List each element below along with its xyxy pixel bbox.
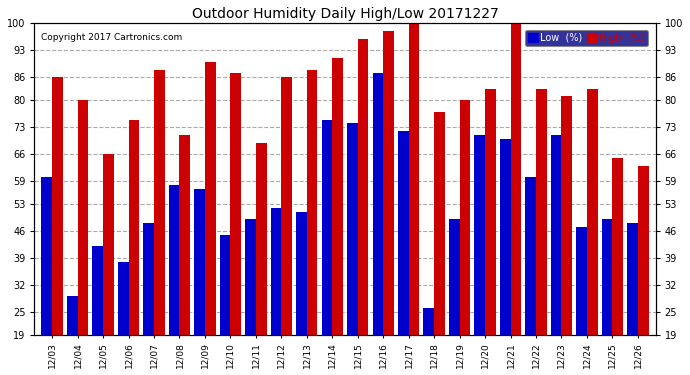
Bar — [536, 89, 546, 375]
Bar — [398, 131, 408, 375]
Bar — [347, 123, 357, 375]
Legend: Low  (%), High  (%): Low (%), High (%) — [525, 30, 648, 46]
Bar — [195, 189, 205, 375]
Bar — [638, 166, 649, 375]
Bar — [474, 135, 485, 375]
Bar — [357, 39, 368, 375]
Bar — [333, 58, 343, 375]
Bar — [230, 74, 241, 375]
Bar — [296, 211, 307, 375]
Bar — [511, 24, 521, 375]
Bar — [52, 77, 63, 375]
Bar — [118, 262, 128, 375]
Bar — [434, 112, 445, 375]
Bar — [562, 96, 572, 375]
Bar — [307, 70, 317, 375]
Title: Outdoor Humidity Daily High/Low 20171227: Outdoor Humidity Daily High/Low 20171227 — [192, 7, 498, 21]
Bar — [67, 296, 78, 375]
Bar — [408, 24, 420, 375]
Bar — [41, 177, 52, 375]
Bar — [627, 223, 638, 375]
Bar — [500, 139, 511, 375]
Bar — [282, 77, 292, 375]
Bar — [92, 246, 103, 375]
Bar — [587, 89, 598, 375]
Bar — [128, 120, 139, 375]
Bar — [576, 227, 587, 375]
Bar — [256, 142, 266, 375]
Text: Copyright 2017 Cartronics.com: Copyright 2017 Cartronics.com — [41, 33, 181, 42]
Bar — [322, 120, 333, 375]
Bar — [612, 158, 623, 375]
Bar — [383, 31, 394, 375]
Bar — [78, 100, 88, 375]
Bar — [373, 74, 383, 375]
Bar — [245, 219, 256, 375]
Bar — [460, 100, 471, 375]
Bar — [219, 235, 230, 375]
Bar — [169, 185, 179, 375]
Bar — [103, 154, 114, 375]
Bar — [525, 177, 536, 375]
Bar — [144, 223, 154, 375]
Bar — [205, 62, 216, 375]
Bar — [602, 219, 612, 375]
Bar — [424, 308, 434, 375]
Bar — [449, 219, 460, 375]
Bar — [270, 208, 282, 375]
Bar — [154, 70, 165, 375]
Bar — [179, 135, 190, 375]
Bar — [485, 89, 495, 375]
Bar — [551, 135, 562, 375]
